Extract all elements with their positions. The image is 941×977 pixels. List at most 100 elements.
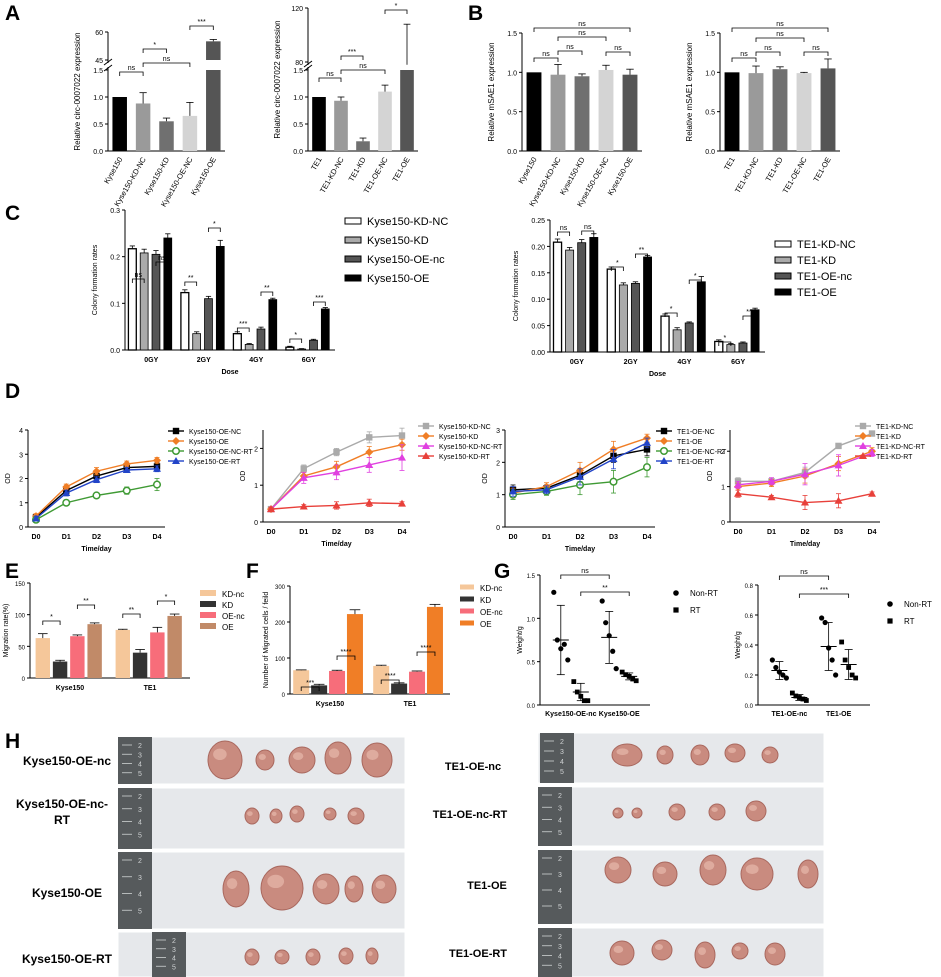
data-point [801,498,809,506]
significance-bracket [581,230,595,235]
tumor-highlight [655,944,663,950]
significance-label: ** [746,309,752,316]
data-point [660,427,668,435]
data-point [267,505,275,513]
data-point [834,496,843,504]
significance-label: ns [326,71,334,78]
significance-label: ns [578,21,586,28]
data-point [619,669,625,675]
bar [589,237,599,353]
data-point [868,489,876,497]
y-tick-label: 1.5 [527,574,536,580]
tumor-highlight [292,752,304,760]
y-axis-label: Relative mSAE1 expression [487,42,496,141]
data-point [365,448,374,457]
tumor-sample [631,807,643,819]
y-tick-label: 1.0 [507,70,517,77]
y-tick-label: 1.0 [705,70,715,77]
significance-bracket [533,57,559,62]
x-tick-label: 2GY [624,359,638,366]
bar [622,74,638,151]
tumor-sample [731,942,749,960]
legend-swatch [460,596,474,602]
data-point [849,672,855,678]
data-point [603,620,609,626]
x-tick-label: D3 [122,534,131,541]
x-tick-label: D2 [576,534,585,541]
bar [796,73,812,151]
y-tick-label: 150 [15,582,26,588]
significance-label: ns [764,45,772,52]
tumor-highlight [608,862,620,870]
bar [574,76,590,151]
data-point [599,598,605,604]
bar [724,72,740,151]
tumor-highlight [616,748,629,755]
significance-bracket [42,620,61,625]
significance-bracket [803,51,829,56]
bar [631,282,640,353]
bar [206,41,221,60]
y-tick-label: 0 [254,520,258,527]
data-point [153,456,161,465]
data-point [643,438,651,446]
significance-bracket [557,231,571,236]
bar [167,615,182,678]
x-tick-label: D3 [834,529,843,536]
data-point [613,666,619,672]
ruler-number: 4 [138,762,142,769]
data-point [122,459,131,468]
x-tick-label: D1 [62,534,71,541]
data-point [398,499,406,507]
legend-label: TE1-OE-NC [677,429,715,436]
significance-label: *** [306,680,314,687]
bar [400,70,414,151]
significance-bracket [313,301,326,306]
significance-label: ** [639,247,645,254]
ruler [538,850,572,924]
panel-label-A: A [5,2,20,25]
bar [135,103,151,151]
tumor-sample [651,939,673,961]
x-tick-label: Kyse150 [316,701,345,708]
significance-bracket [340,55,364,60]
tumor-sample [612,807,624,819]
x-axis-label: Dose [221,369,238,376]
tumor-sample [690,744,710,766]
tumor-sample [222,870,250,908]
data-point [398,432,406,439]
y-tick-label: 0.2 [110,255,120,262]
ruler-number: 2 [138,794,142,801]
x-tick-label: D0 [509,534,518,541]
y-tick-label: 0 [19,525,23,532]
tumor-sample [305,948,321,966]
legend-label: Kyse150-KD-NC [367,216,448,228]
tumor-highlight [325,810,331,814]
bar [150,632,165,678]
y-tick-label: 1 [496,493,500,500]
significance-bracket [122,613,141,618]
legend-label: Kyse150-OE-nc [367,254,445,266]
tumor-highlight [316,880,328,889]
x-tick-label: Kyse150 [56,685,85,692]
tumor-highlight [271,811,277,817]
significance-bracket [798,593,850,598]
data-point [660,457,668,464]
panel-label-E: E [5,560,19,583]
data-point [365,498,374,506]
tumor-sample [724,743,746,763]
significance-label: ns [584,224,592,231]
panel-label-C: C [5,202,20,225]
significance-label: ns [566,44,574,51]
panel-label-F: F [246,560,259,583]
data-point [868,430,876,437]
significance-bracket [289,338,303,343]
significance-bracket [155,261,169,266]
legend-label: KD-nc [222,590,244,599]
y-tick-label: 0.5 [527,661,536,667]
x-tick-label: 2GY [197,357,211,364]
x-tick-label: 6GY [302,357,316,364]
significance-label: ns [359,63,367,70]
tumor-sample [365,947,379,965]
ruler [538,928,572,977]
